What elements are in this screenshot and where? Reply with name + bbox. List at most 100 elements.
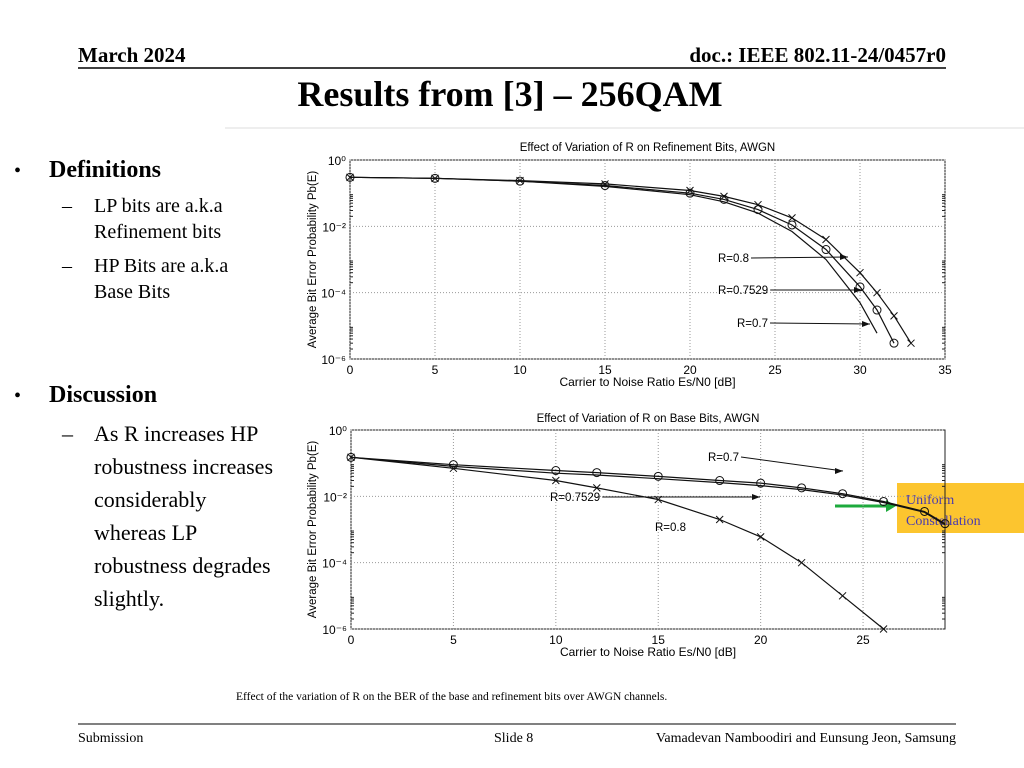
annotation-arrowhead <box>862 321 870 327</box>
y-axis-label: Average Bit Error Probability Pb(E) <box>307 171 319 349</box>
marker <box>600 181 610 191</box>
bullet-item: HP Bits are a.k.a Base Bits <box>94 255 228 303</box>
bullet-heading: Definitions <box>49 157 161 183</box>
series-line <box>349 176 878 334</box>
annotation-arrow <box>740 456 844 472</box>
marker <box>754 200 762 209</box>
annotation-arrowhead <box>835 468 843 474</box>
marker <box>907 339 915 348</box>
marker <box>822 235 830 244</box>
marker <box>797 558 806 567</box>
x-tick-label: 25 <box>768 363 782 377</box>
marker <box>756 478 766 488</box>
dash: – <box>61 421 74 446</box>
chart: Effect of Variation of R on Refinement B… <box>307 142 952 389</box>
y-tick-label: 10⁰ <box>329 424 347 438</box>
doc-id: doc.: IEEE 802.11-24/0457r0 <box>689 43 946 67</box>
chart: Effect of Variation of R on Base Bits, A… <box>307 413 950 659</box>
annotation: R=0.7529 <box>718 285 768 297</box>
x-tick-label: 10 <box>513 363 527 377</box>
x-axis-label: Carrier to Noise Ratio Es/N0 [dB] <box>559 375 735 389</box>
y-tick-label: 10⁻² <box>322 220 346 234</box>
series-line <box>350 456 946 525</box>
x-tick-label: 20 <box>683 363 697 377</box>
y-tick-label: 10⁻⁶ <box>321 353 346 367</box>
x-tick-label: 30 <box>853 363 867 377</box>
marker <box>821 245 831 255</box>
marker <box>347 453 355 462</box>
slide-title: Results from [3] – 256QAM <box>297 74 722 114</box>
marker <box>715 515 724 524</box>
bullet-dot: • <box>14 385 21 407</box>
marker <box>592 468 602 478</box>
y-tick-label: 10⁻⁶ <box>322 623 347 637</box>
x-tick-label: 10 <box>549 633 563 647</box>
marker <box>715 476 725 486</box>
y-axis-label: Average Bit Error Probability Pb(E) <box>307 441 319 619</box>
authors: Vamadevan Namboodiri and Eunsung Jeon, S… <box>656 731 956 746</box>
marker <box>551 476 560 485</box>
annotation: R=0.7 <box>737 318 768 330</box>
marker <box>855 282 865 292</box>
chart-title: Effect of Variation of R on Refinement B… <box>520 142 775 154</box>
x-tick-label: 15 <box>598 363 612 377</box>
annotation: R=0.7529 <box>550 492 600 504</box>
marker <box>787 220 797 230</box>
date: March 2024 <box>78 43 186 67</box>
x-tick-label: 20 <box>754 633 768 647</box>
bullet-item: As R increases HP robustness increases con… <box>94 421 273 611</box>
y-tick-label: 10⁻⁴ <box>322 557 347 571</box>
dash: – <box>61 195 73 217</box>
footer-left: Submission <box>78 731 143 746</box>
marker <box>856 268 864 277</box>
annotation: R=0.8 <box>718 253 749 265</box>
annotation-arrow <box>751 256 849 259</box>
marker <box>653 471 663 481</box>
x-tick-label: 15 <box>652 633 666 647</box>
marker <box>838 489 848 499</box>
x-tick-label: 0 <box>348 633 355 647</box>
y-tick-label: 10⁻⁴ <box>321 287 346 301</box>
caption: Effect of the variation of R on the BER … <box>236 691 667 703</box>
marker <box>838 591 847 600</box>
x-tick-label: 5 <box>450 633 457 647</box>
figure-bg <box>225 128 1024 688</box>
x-tick-label: 5 <box>432 363 439 377</box>
annotation-arrowhead <box>854 287 862 293</box>
series-line <box>350 456 884 630</box>
marker <box>685 188 695 198</box>
marker <box>940 519 950 529</box>
y-tick-label: 10⁰ <box>328 154 346 168</box>
y-tick-label: 10⁻² <box>323 490 347 504</box>
chart-title: Effect of Variation of R on Base Bits, A… <box>537 413 760 425</box>
marker <box>449 464 458 473</box>
marker <box>551 466 561 476</box>
bullet-item: LP bits are a.k.a Refinement bits <box>94 195 223 243</box>
annotation-arrow <box>770 322 871 325</box>
annotation-arrowhead <box>752 494 760 500</box>
marker <box>873 288 881 297</box>
marker <box>756 533 765 541</box>
marker <box>592 484 601 492</box>
marker <box>879 625 888 633</box>
annotation: R=0.8 <box>655 522 686 534</box>
x-tick-label: 25 <box>856 633 870 647</box>
slide-number: Slide 8 <box>494 731 533 746</box>
marker <box>797 483 807 493</box>
marker <box>872 305 882 315</box>
marker <box>788 214 796 222</box>
bullet-heading: Discussion <box>49 382 157 408</box>
x-axis-label: Carrier to Noise Ratio Es/N0 [dB] <box>560 645 736 659</box>
annotation: R=0.7 <box>708 452 739 464</box>
series-line <box>350 456 946 526</box>
x-tick-label: 0 <box>347 363 354 377</box>
bullet-dot: • <box>14 160 21 182</box>
marker <box>890 311 898 320</box>
annotation-arrowhead <box>840 254 848 260</box>
marker <box>719 194 729 204</box>
x-tick-label: 35 <box>938 363 952 377</box>
marker <box>889 338 899 348</box>
dash: – <box>61 255 73 277</box>
